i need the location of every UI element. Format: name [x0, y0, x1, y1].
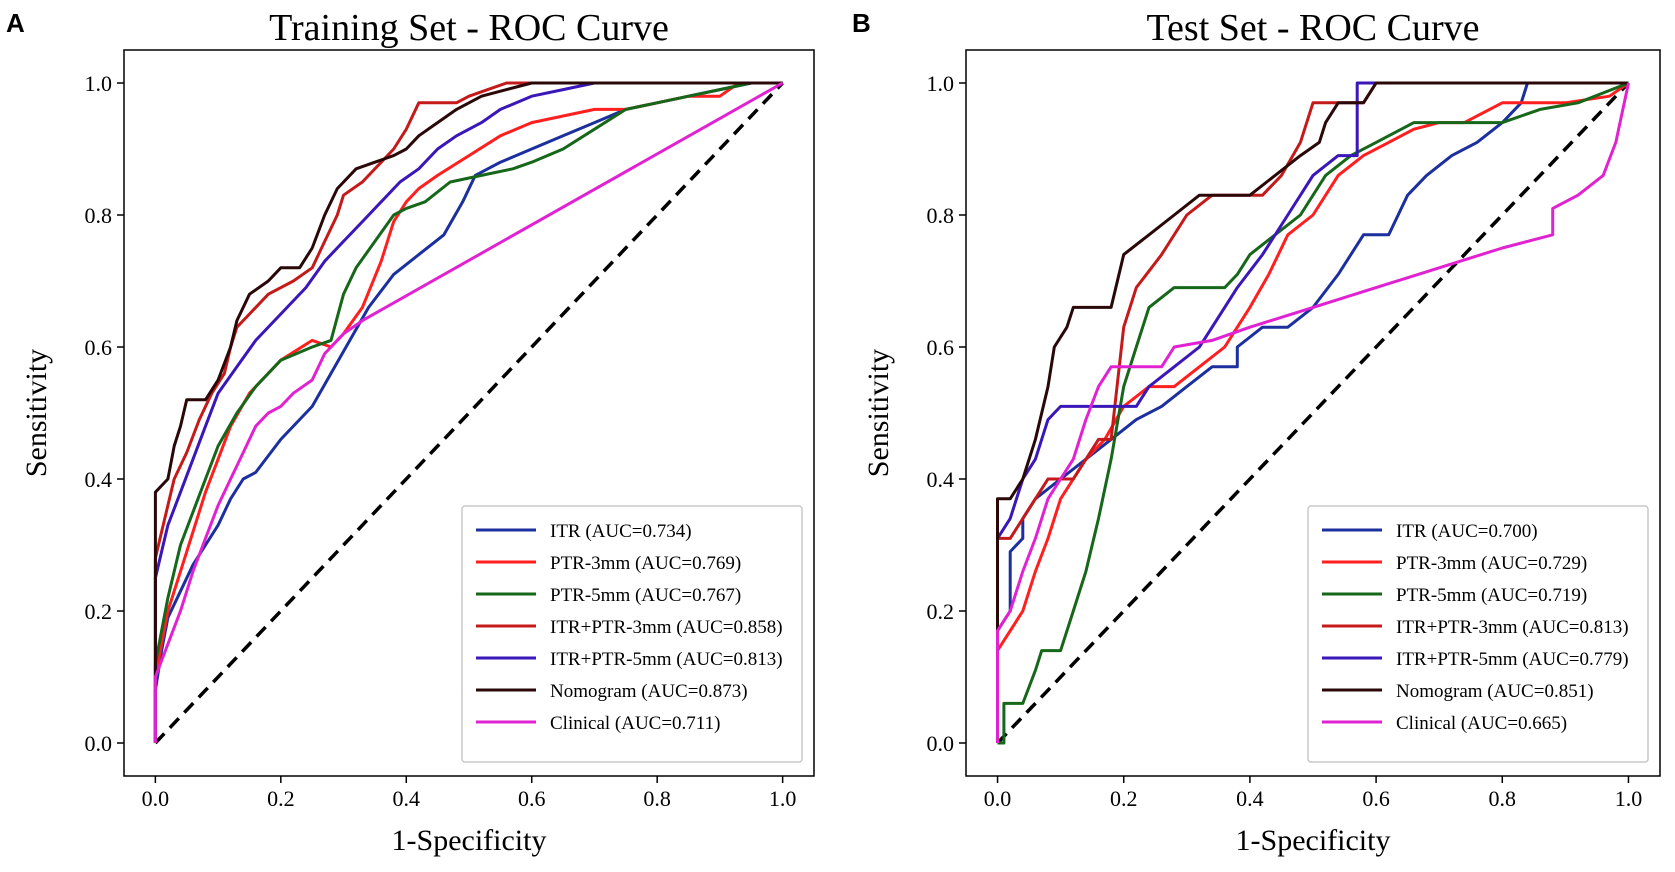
y-tick-label: 1.0	[85, 71, 113, 96]
panel-letter: A	[6, 8, 25, 38]
legend-entry-label: ITR+PTR-5mm (AUC=0.779)	[1396, 649, 1629, 670]
panel-letter: B	[852, 8, 871, 38]
x-tick-label: 0.8	[643, 786, 671, 811]
x-axis-label: 1-Specificity	[392, 824, 547, 857]
x-tick-label: 0.6	[518, 786, 546, 811]
roc-series-clinical	[153, 81, 784, 743]
legend-entry-label: PTR-5mm (AUC=0.719)	[1396, 585, 1587, 606]
legend-entry-label: ITR+PTR-3mm (AUC=0.813)	[1396, 617, 1629, 638]
y-tick-label: 0.6	[85, 335, 113, 360]
legend: ITR (AUC=0.734) PTR-3mm (AUC=0.769) PTR-5m…	[461, 505, 803, 763]
reference-diagonal	[154, 81, 784, 745]
x-tick-label: 0.6	[1362, 786, 1390, 811]
legend-box	[1307, 505, 1649, 763]
legend-entry-label: ITR (AUC=0.700)	[1396, 521, 1538, 542]
legend: ITR (AUC=0.700) PTR-3mm (AUC=0.729) PTR-5m…	[1307, 505, 1649, 763]
y-tick-label: 0.8	[85, 203, 113, 228]
plot-frame	[965, 49, 1661, 777]
x-tick-label: 0.4	[393, 786, 421, 811]
legend-entry-label: Nomogram (AUC=0.873)	[550, 681, 748, 702]
roc-series-nomogram	[996, 81, 1629, 743]
chart-title: Test Set - ROC Curve	[1147, 7, 1480, 49]
x-tick-label: 1.0	[1615, 786, 1643, 811]
y-tick-label: 0.0	[927, 731, 955, 756]
roc-series-itr-ptr-3mm	[153, 81, 783, 743]
legend-entry-label: ITR (AUC=0.734)	[550, 521, 692, 542]
roc-series-itr-ptr-3mm	[996, 81, 1629, 743]
x-tick-label: 0.0	[984, 786, 1012, 811]
test-set-panel: B Test Set - ROC Curve 0.0 0.2 0.4 0.6 0.8 1.0 0…	[852, 7, 1661, 857]
roc-series-ptr-5mm	[997, 81, 1630, 745]
roc-series-clinical	[996, 82, 1630, 743]
x-tick-label: 0.2	[1110, 786, 1138, 811]
x-tick-label: 1.0	[769, 786, 797, 811]
reference-diagonal	[996, 81, 1630, 745]
x-tick-label: 0.2	[267, 786, 295, 811]
legend-entry-label: ITR+PTR-5mm (AUC=0.813)	[550, 649, 783, 670]
x-tick-label: 0.0	[142, 786, 170, 811]
y-tick-label: 1.0	[927, 71, 955, 96]
legend-entry-label: Nomogram (AUC=0.851)	[1396, 681, 1594, 702]
x-axis-label: 1-Specificity	[1236, 824, 1391, 857]
y-tick-label: 0.4	[927, 467, 955, 492]
roc-curves	[153, 81, 784, 745]
training-set-panel: A Training Set - ROC Curve 0.0 0.2 0.4 0.6 0.8…	[6, 7, 815, 857]
roc-series-nomogram	[153, 81, 783, 743]
legend-entry-label: Clinical (AUC=0.711)	[550, 713, 720, 734]
y-axis-label: Sensitivity	[20, 349, 53, 477]
legend-entry-label: PTR-3mm (AUC=0.729)	[1396, 553, 1587, 574]
plot-frame	[123, 49, 815, 777]
roc-series-itr-ptr-5mm	[153, 81, 783, 743]
roc-series-ptr-5mm	[153, 81, 783, 743]
y-tick-label: 0.6	[927, 335, 955, 360]
y-tick-label: 0.0	[85, 731, 113, 756]
x-tick-label: 0.4	[1236, 786, 1264, 811]
y-tick-label: 0.8	[927, 203, 955, 228]
y-tick-label: 0.2	[85, 599, 113, 624]
roc-series-itr-ptr-5mm	[996, 81, 1629, 743]
x-tick-label: 0.8	[1489, 786, 1517, 811]
legend-box	[461, 505, 803, 763]
roc-series-itr	[996, 81, 1629, 743]
y-tick-label: 0.4	[85, 467, 113, 492]
legend-entry-label: ITR+PTR-3mm (AUC=0.858)	[550, 617, 783, 638]
legend-entry-label: PTR-3mm (AUC=0.769)	[550, 553, 741, 574]
y-axis-label: Sensitivity	[862, 349, 895, 477]
legend-entry-label: PTR-5mm (AUC=0.767)	[550, 585, 741, 606]
roc-curves	[996, 81, 1630, 745]
y-tick-label: 0.2	[927, 599, 955, 624]
legend-entry-label: Clinical (AUC=0.665)	[1396, 713, 1567, 734]
chart-title: Training Set - ROC Curve	[269, 7, 669, 49]
